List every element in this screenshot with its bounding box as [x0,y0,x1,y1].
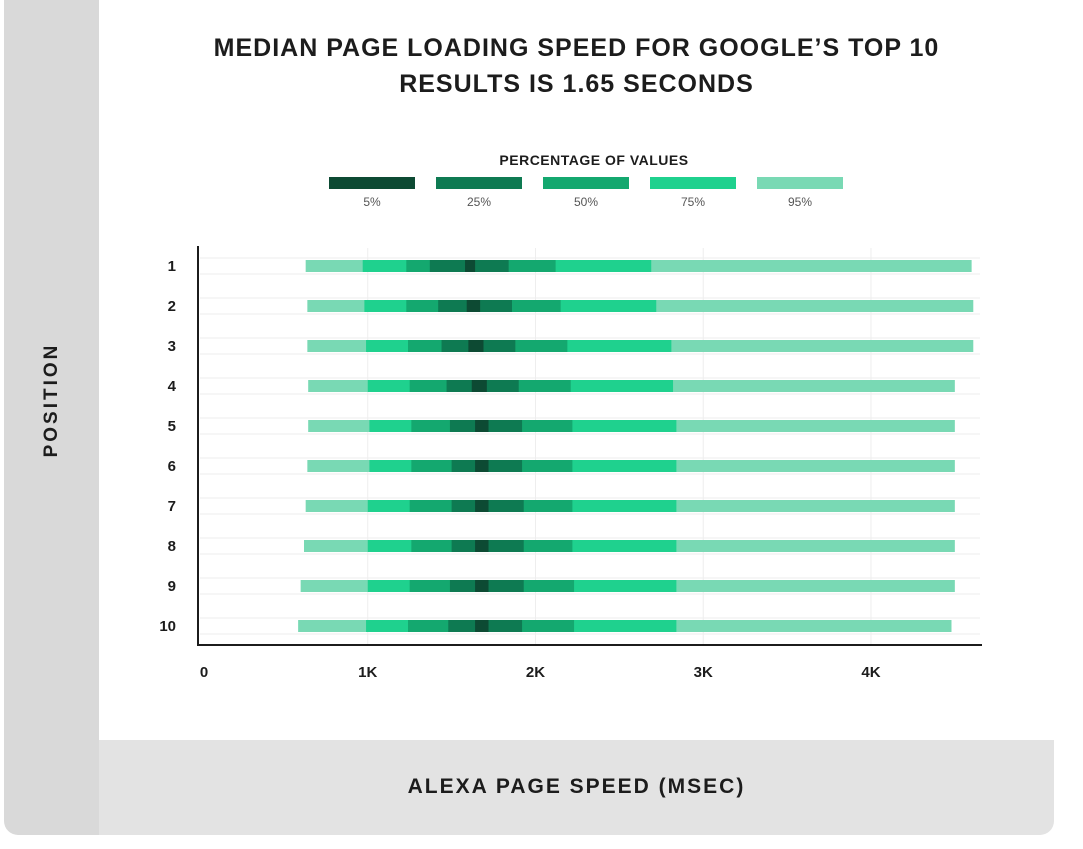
chart-title: MEDIAN PAGE LOADING SPEED FOR GOOGLE’S T… [99,30,1054,102]
y-tick-label: 1 [168,258,176,275]
chart-card: MEDIAN PAGE LOADING SPEED FOR GOOGLE’S T… [4,0,1054,835]
chart-title-line-2: RESULTS IS 1.65 SECONDS [399,70,754,98]
x-tick-label: 2K [526,664,545,681]
bar-segment-5pct-position-3 [468,340,484,352]
y-tick-label: 10 [159,618,176,635]
x-tick-label: 0 [200,664,208,681]
y-tick-label: 5 [168,418,176,435]
bar-segment-5pct-position-10 [475,620,489,632]
legend-swatch-5pct [329,177,415,189]
x-axis-band [99,740,1054,835]
bar-segment-5pct-position-1 [465,260,476,272]
bar-segment-5pct-position-9 [475,580,489,592]
legend-label: 25% [467,195,491,209]
legend-label: 50% [574,195,598,209]
x-tick-label: 3K [694,664,713,681]
legend-swatch-50pct [543,177,629,189]
y-tick-label: 9 [168,578,176,595]
legend-label: 75% [681,195,705,209]
legend-label: 5% [363,195,381,209]
bar-segment-5pct-position-2 [466,300,481,312]
x-tick-label: 4K [861,664,880,681]
legend-swatch-25pct [436,177,522,189]
y-tick-label: 6 [168,458,176,475]
bar-segment-5pct-position-5 [475,420,489,432]
legend-swatch-75pct [650,177,736,189]
bar-segment-5pct-position-8 [475,540,489,552]
legend-title: PERCENTAGE OF VALUES [499,152,689,168]
y-tick-label: 7 [168,498,176,515]
chart-plot: 1 2 3 4 5 6 7 8 9 10 0 1K 2K 3K 4K 5% 25% 50% 75% 95% [159,177,982,681]
y-axis-band [4,0,99,835]
y-tick-label: 3 [168,338,176,355]
x-tick-label: 1K [358,664,377,681]
bar-segment-5pct-position-4 [471,380,487,392]
bar-segment-5pct-position-7 [475,500,489,512]
chart-title-line-1: MEDIAN PAGE LOADING SPEED FOR GOOGLE’S T… [213,34,940,62]
x-axis-label: ALEXA PAGE SPEED (MSEC) [407,775,746,798]
legend-swatch-95pct [757,177,843,189]
bar-segment-5pct-position-6 [475,460,489,472]
y-tick-label: 8 [168,538,176,555]
y-tick-label: 4 [168,378,177,395]
y-tick-label: 2 [168,298,176,315]
legend-label: 95% [788,195,812,209]
